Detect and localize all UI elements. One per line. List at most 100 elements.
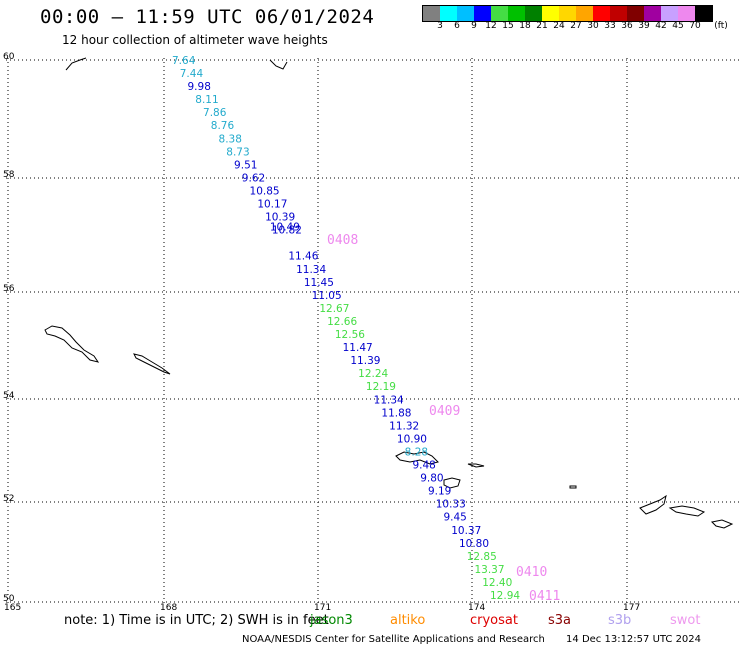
lat-tick-label: 50 xyxy=(3,594,15,604)
legend-label: 45 xyxy=(672,21,684,31)
time-labels: 0408 0409 0410 0411 xyxy=(327,233,560,604)
map-subtitle: 12 hour collection of altimeter wave hei… xyxy=(62,33,328,47)
island-aleutian-small-1 xyxy=(467,463,485,468)
wave-height-value: 11.47 xyxy=(343,342,373,354)
legend-label: 24 xyxy=(553,21,565,31)
wave-height-value: 12.66 xyxy=(327,316,357,328)
legend-label: 33 xyxy=(604,21,616,31)
wave-height-value: 8.73 xyxy=(226,146,249,158)
legend-swatch xyxy=(593,6,610,21)
wave-height-value: 10.82 xyxy=(272,225,302,237)
legend-label: 36 xyxy=(621,21,633,31)
island-aleutian-west xyxy=(395,451,439,465)
lat-tick-label: 58 xyxy=(3,170,15,180)
graticule xyxy=(6,58,740,604)
satellite-name: altiko xyxy=(390,613,426,628)
legend-swatch xyxy=(576,6,593,21)
legend-swatch xyxy=(695,6,712,21)
wave-height-value: 11.34 xyxy=(374,394,404,406)
wave-height-value: 10.80 xyxy=(459,538,489,550)
wave-height-value: 8.38 xyxy=(219,133,242,145)
wave-height-value: 11.46 xyxy=(288,251,318,263)
lon-tick-label: 168 xyxy=(160,603,177,613)
wave-height-value: 11.34 xyxy=(296,264,326,276)
legend-label: 27 xyxy=(570,21,582,31)
wave-height-value: 9.80 xyxy=(420,473,443,485)
legend-label: 39 xyxy=(638,21,650,31)
legend-swatch xyxy=(474,6,491,21)
island-aleutian-east-2 xyxy=(668,505,706,517)
coastlines xyxy=(44,57,734,529)
wave-height-value: 12.85 xyxy=(467,551,497,563)
wave-height-value: 8.76 xyxy=(211,120,235,132)
lon-tick-label: 165 xyxy=(4,603,21,613)
satellite-name: s3a xyxy=(548,613,572,628)
lat-tick-label: 52 xyxy=(3,494,14,504)
map-title: 00:00 – 11:59 UTC 06/01/2024 xyxy=(40,6,375,28)
wave-height-value: 9.48 xyxy=(412,460,435,472)
legend-label: 18 xyxy=(519,21,531,31)
agency-credit: NOAA/NESDIS Center for Satellite Applica… xyxy=(242,634,545,645)
wave-height-value: 8.11 xyxy=(195,94,218,106)
legend-swatch xyxy=(661,6,678,21)
legend-swatch xyxy=(457,6,474,21)
legend-label: 42 xyxy=(655,21,667,31)
coastline-top-left xyxy=(65,57,87,71)
wave-height-value: 10.17 xyxy=(257,199,287,211)
legend-label: 21 xyxy=(536,21,548,31)
legend-swatch xyxy=(542,6,559,21)
legend-label: 30 xyxy=(587,21,599,31)
time-label: 0409 xyxy=(429,404,460,419)
wave-height-value: 13.37 xyxy=(474,564,504,576)
legend-label: 15 xyxy=(502,21,514,31)
wave-height-value: 12.67 xyxy=(319,303,349,315)
lat-tick-label: 54 xyxy=(3,391,15,401)
footer-note: note: 1) Time is in UTC; 2) SWH is in fe… xyxy=(64,613,329,628)
lon-tick-label: 177 xyxy=(623,603,640,613)
coastline-top-mid xyxy=(269,59,288,70)
legend-labels: 3 6 9 12 15 18 21 24 27 30 33 36 39 42 45 70 (ft) xyxy=(422,21,740,33)
island-aleutian-east-3 xyxy=(710,519,734,529)
credit-line: NOAA/NESDIS Center for Satellite Applica… xyxy=(242,634,719,645)
island-commander-large xyxy=(44,325,100,363)
wave-height-value: 10.33 xyxy=(436,499,466,511)
satellite-name: jason3 xyxy=(310,613,353,628)
legend-swatch xyxy=(423,6,440,21)
lat-tick-label: 60 xyxy=(3,52,15,62)
wave-height-value: 12.19 xyxy=(366,381,396,393)
legend-label: 3 xyxy=(437,21,443,31)
wave-height-value: 12.24 xyxy=(358,368,388,380)
satellite-name: cryosat xyxy=(470,613,518,628)
satellite-name: swot xyxy=(670,613,701,628)
wave-height-value: 7.64 xyxy=(172,55,196,67)
wave-height-value: 10.49 xyxy=(270,222,300,234)
legend-swatch xyxy=(627,6,644,21)
time-label: 0411 xyxy=(529,589,560,604)
satellite-name: s3b xyxy=(608,613,632,628)
time-label: 0410 xyxy=(516,565,547,580)
lon-tick-label: 171 xyxy=(314,603,331,613)
wave-height-value: 11.32 xyxy=(389,420,419,432)
legend-swatch xyxy=(559,6,576,21)
wave-height-value: 10.90 xyxy=(397,433,427,445)
wave-height-value: 10.85 xyxy=(250,185,280,197)
legend-swatch xyxy=(491,6,508,21)
wave-height-value: 8.28 xyxy=(405,446,428,458)
wave-height-value: 9.98 xyxy=(188,81,211,93)
legend-unit: (ft) xyxy=(714,21,728,31)
wave-height-value: 11.39 xyxy=(350,355,380,367)
color-legend xyxy=(422,5,713,22)
wave-height-value: 9.62 xyxy=(242,172,265,184)
wave-height-value: 7.86 xyxy=(203,107,227,119)
wave-height-value: 11.45 xyxy=(304,277,334,289)
legend-swatch xyxy=(508,6,525,21)
wave-height-value: 12.40 xyxy=(482,577,512,589)
wave-height-value: 9.45 xyxy=(443,512,466,524)
legend-label: 9 xyxy=(471,21,477,31)
island-aleutian-small-2 xyxy=(443,477,461,489)
legend-swatch xyxy=(610,6,627,21)
legend-swatch xyxy=(644,6,661,21)
wave-height-value: 11.05 xyxy=(312,290,342,302)
